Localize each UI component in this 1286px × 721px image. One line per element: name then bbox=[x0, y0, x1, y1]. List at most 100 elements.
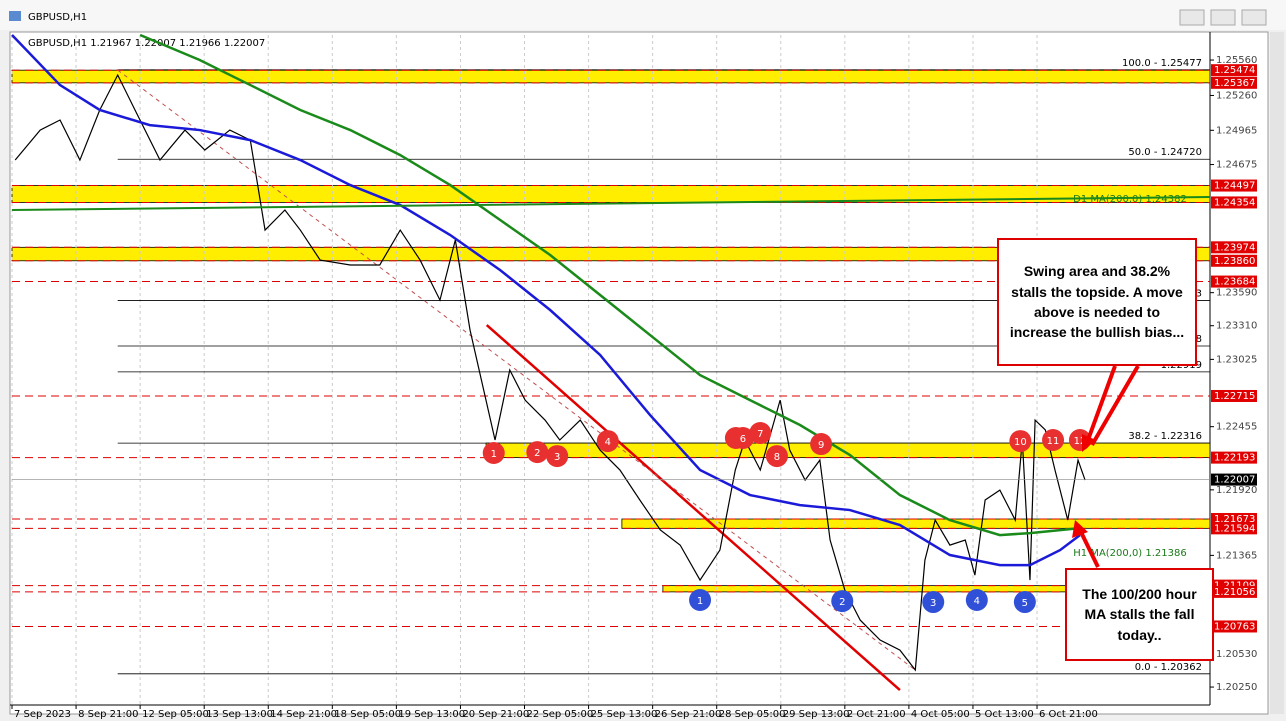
annotation-box: Swing area and 38.2% stalls the topside.… bbox=[997, 238, 1197, 366]
x-tick-label: 13 Sep 13:00 bbox=[206, 709, 273, 720]
price-line bbox=[14, 73, 1086, 672]
fib-label: 38.2 - 1.22316 bbox=[1128, 431, 1202, 442]
close-button[interactable] bbox=[1241, 9, 1267, 26]
y-tick-label: 1.22455 bbox=[1216, 422, 1257, 433]
x-tick-label: 25 Sep 13:00 bbox=[591, 709, 658, 720]
level-label: 1.25474 bbox=[1214, 65, 1255, 76]
level-tag bbox=[1211, 513, 1257, 526]
marker-label: 5 bbox=[1022, 598, 1028, 609]
x-tick-label: 8 Sep 21:00 bbox=[78, 709, 138, 720]
y-tick-label: 1.23025 bbox=[1216, 354, 1257, 365]
x-tick-label: 12 Sep 05:00 bbox=[142, 709, 209, 720]
support-zone bbox=[485, 442, 1211, 459]
fib-label: 50.0 - 1.24720 bbox=[1128, 147, 1202, 158]
marker bbox=[1009, 430, 1032, 453]
level-tag bbox=[1211, 254, 1257, 267]
x-tick-label: 2 Oct 21:00 bbox=[847, 709, 906, 720]
marker-label: 2 bbox=[534, 448, 540, 459]
level-label: 1.21594 bbox=[1214, 523, 1255, 534]
marker-label: 8 bbox=[774, 452, 780, 463]
x-tick-label: 19 Sep 13:00 bbox=[398, 709, 465, 720]
arrow bbox=[1086, 365, 1117, 441]
chart-title: GBPUSD,H1 1.21967 1.22007 1.21966 1.2200… bbox=[28, 38, 265, 49]
current-price-label: 1.22007 bbox=[1214, 475, 1255, 486]
marker-label: 10 bbox=[1014, 437, 1027, 448]
marker bbox=[596, 430, 619, 453]
marker bbox=[526, 441, 549, 464]
marker-label: 6 bbox=[740, 434, 746, 445]
minimize-button[interactable] bbox=[1179, 9, 1205, 26]
maximize-button[interactable] bbox=[1210, 9, 1236, 26]
level-label: 1.24497 bbox=[1214, 181, 1255, 192]
y-tick-label: 1.23590 bbox=[1216, 288, 1257, 299]
x-tick-label: 5 Oct 13:00 bbox=[975, 709, 1034, 720]
y-tick-label: 1.20530 bbox=[1216, 649, 1257, 660]
marker-label: 1 bbox=[697, 596, 703, 607]
arrow-head bbox=[1072, 520, 1088, 538]
marker bbox=[482, 442, 505, 465]
ma-label: H1 MA(200,0) 1.21386 bbox=[1073, 548, 1187, 559]
level-label: 1.21056 bbox=[1214, 587, 1255, 598]
x-tick-label: 18 Sep 05:00 bbox=[334, 709, 401, 720]
marker-label: 12 bbox=[1074, 436, 1087, 447]
y-tick-label: 1.21920 bbox=[1216, 485, 1257, 496]
y-tick-label: 1.25560 bbox=[1216, 55, 1257, 66]
marker-label: 3 bbox=[554, 452, 560, 463]
fib-label: 0.0 - 1.20362 bbox=[1135, 662, 1202, 673]
level-label: 1.20763 bbox=[1214, 621, 1255, 632]
level-label: 1.23974 bbox=[1214, 242, 1255, 253]
chart-area bbox=[9, 31, 1269, 715]
fib-label: 100.0 - 1.25477 bbox=[1122, 58, 1202, 69]
x-tick-label: 7 Sep 2023 bbox=[14, 709, 71, 720]
marker bbox=[689, 589, 712, 612]
level-tag bbox=[1211, 241, 1257, 254]
y-tick-label: 1.23310 bbox=[1216, 321, 1257, 332]
scrollbar[interactable] bbox=[1270, 32, 1284, 714]
level-label: 1.23684 bbox=[1214, 277, 1255, 288]
marker bbox=[965, 589, 988, 612]
marker-label: 7 bbox=[757, 429, 763, 440]
x-tick-label: 6 Oct 21:00 bbox=[1039, 709, 1098, 720]
marker-label: 2 bbox=[839, 597, 845, 608]
level-tag bbox=[1211, 522, 1257, 535]
y-tick-label: 1.21365 bbox=[1216, 550, 1257, 561]
level-tag bbox=[1211, 76, 1257, 89]
y-tick-label: 1.20250 bbox=[1216, 682, 1257, 693]
title-bar bbox=[0, 0, 1286, 30]
marker bbox=[922, 591, 945, 614]
chart-icon bbox=[9, 11, 21, 21]
marker bbox=[1013, 591, 1036, 614]
price-tag bbox=[1211, 473, 1257, 486]
marker bbox=[731, 427, 754, 450]
x-tick-label: 26 Sep 21:00 bbox=[655, 709, 722, 720]
marker bbox=[546, 445, 569, 468]
x-tick-label: 29 Sep 13:00 bbox=[783, 709, 850, 720]
level-tag bbox=[1211, 389, 1257, 402]
y-tick-label: 1.24965 bbox=[1216, 125, 1257, 136]
price-line bbox=[11, 196, 1211, 211]
level-label: 1.23860 bbox=[1214, 256, 1255, 267]
x-tick-label: 14 Sep 21:00 bbox=[270, 709, 337, 720]
arrow bbox=[1078, 529, 1100, 568]
ma-label: D1 MA(200,0) 1.24382 bbox=[1073, 194, 1187, 205]
marker-label: 4 bbox=[974, 596, 980, 607]
annotation-box: The 100/200 hour MA stalls the fall toda… bbox=[1065, 568, 1214, 661]
x-tick-label: 20 Sep 21:00 bbox=[462, 709, 529, 720]
x-tick-label: 28 Sep 05:00 bbox=[719, 709, 786, 720]
arrows bbox=[1072, 364, 1140, 568]
level-label: 1.21673 bbox=[1214, 514, 1255, 525]
marker-label: 1 bbox=[491, 449, 497, 460]
y-tick-label: 1.24675 bbox=[1216, 160, 1257, 171]
x-tick-label: 4 Oct 05:00 bbox=[911, 709, 970, 720]
arrow bbox=[1090, 364, 1140, 447]
marker-label: 3 bbox=[930, 598, 936, 609]
marker bbox=[749, 422, 772, 445]
window-title: GBPUSD,H1 bbox=[28, 12, 87, 23]
level-label: 1.22193 bbox=[1214, 453, 1255, 464]
y-tick-label: 1.25260 bbox=[1216, 90, 1257, 101]
arrow-head bbox=[1082, 434, 1096, 452]
level-label: 1.24354 bbox=[1214, 197, 1255, 208]
level-tag bbox=[1211, 585, 1257, 598]
